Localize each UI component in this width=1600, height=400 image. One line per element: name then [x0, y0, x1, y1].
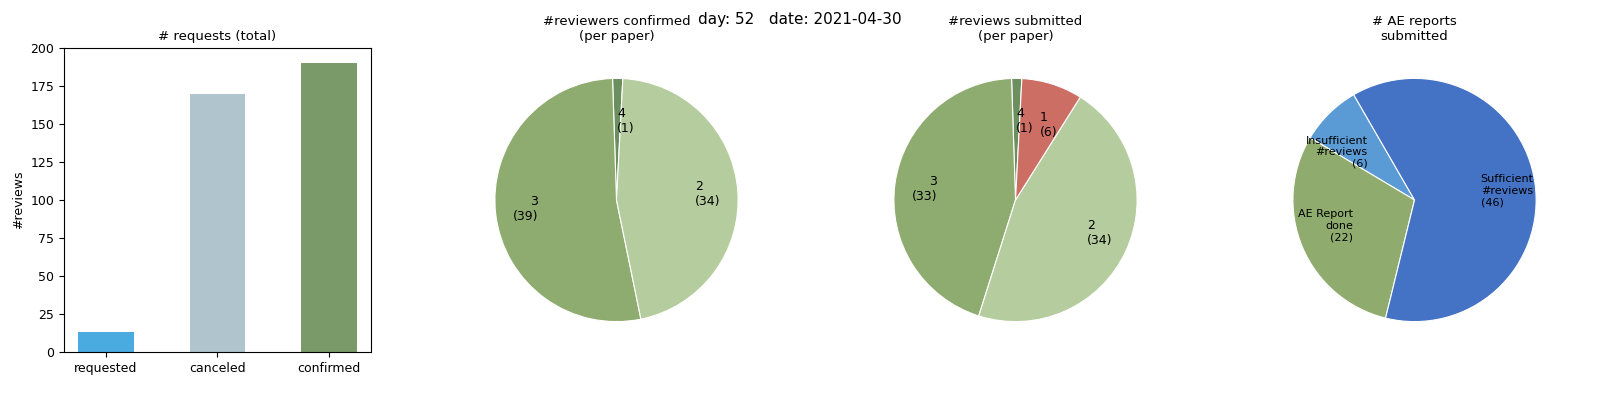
Text: 4
(1): 4 (1) [618, 107, 635, 135]
Title: # AE reports
submitted: # AE reports submitted [1373, 15, 1458, 43]
Wedge shape [1354, 78, 1536, 322]
Wedge shape [1293, 138, 1414, 318]
Y-axis label: #reviews: #reviews [11, 171, 26, 229]
Text: 2
(34): 2 (34) [696, 180, 722, 208]
Text: 4
(1): 4 (1) [1016, 107, 1034, 135]
Bar [301, 63, 357, 352]
Text: 3
(39): 3 (39) [512, 195, 538, 223]
Bar [78, 332, 134, 352]
Text: 1
(6): 1 (6) [1040, 111, 1058, 139]
Text: 2
(34): 2 (34) [1088, 219, 1112, 247]
Wedge shape [894, 78, 1016, 316]
Text: Insufficient
#reviews
(6): Insufficient #reviews (6) [1306, 136, 1368, 169]
Title: #reviews submitted
(per paper): #reviews submitted (per paper) [949, 15, 1083, 43]
Title: #reviewers confirmed
(per paper): #reviewers confirmed (per paper) [542, 15, 690, 43]
Title: # requests (total): # requests (total) [158, 30, 277, 43]
Text: day: 52   date: 2021-04-30: day: 52 date: 2021-04-30 [698, 12, 902, 27]
Wedge shape [616, 78, 738, 319]
Text: AE Report
done
(22): AE Report done (22) [1298, 209, 1354, 242]
Text: Sufficient
#reviews
(46): Sufficient #reviews (46) [1480, 174, 1534, 207]
Wedge shape [1011, 78, 1022, 200]
Text: 3
(33): 3 (33) [912, 175, 938, 203]
Wedge shape [979, 97, 1138, 322]
Wedge shape [1310, 95, 1414, 200]
Wedge shape [1016, 78, 1080, 200]
Wedge shape [494, 78, 642, 322]
Bar [189, 94, 245, 352]
Wedge shape [613, 78, 622, 200]
